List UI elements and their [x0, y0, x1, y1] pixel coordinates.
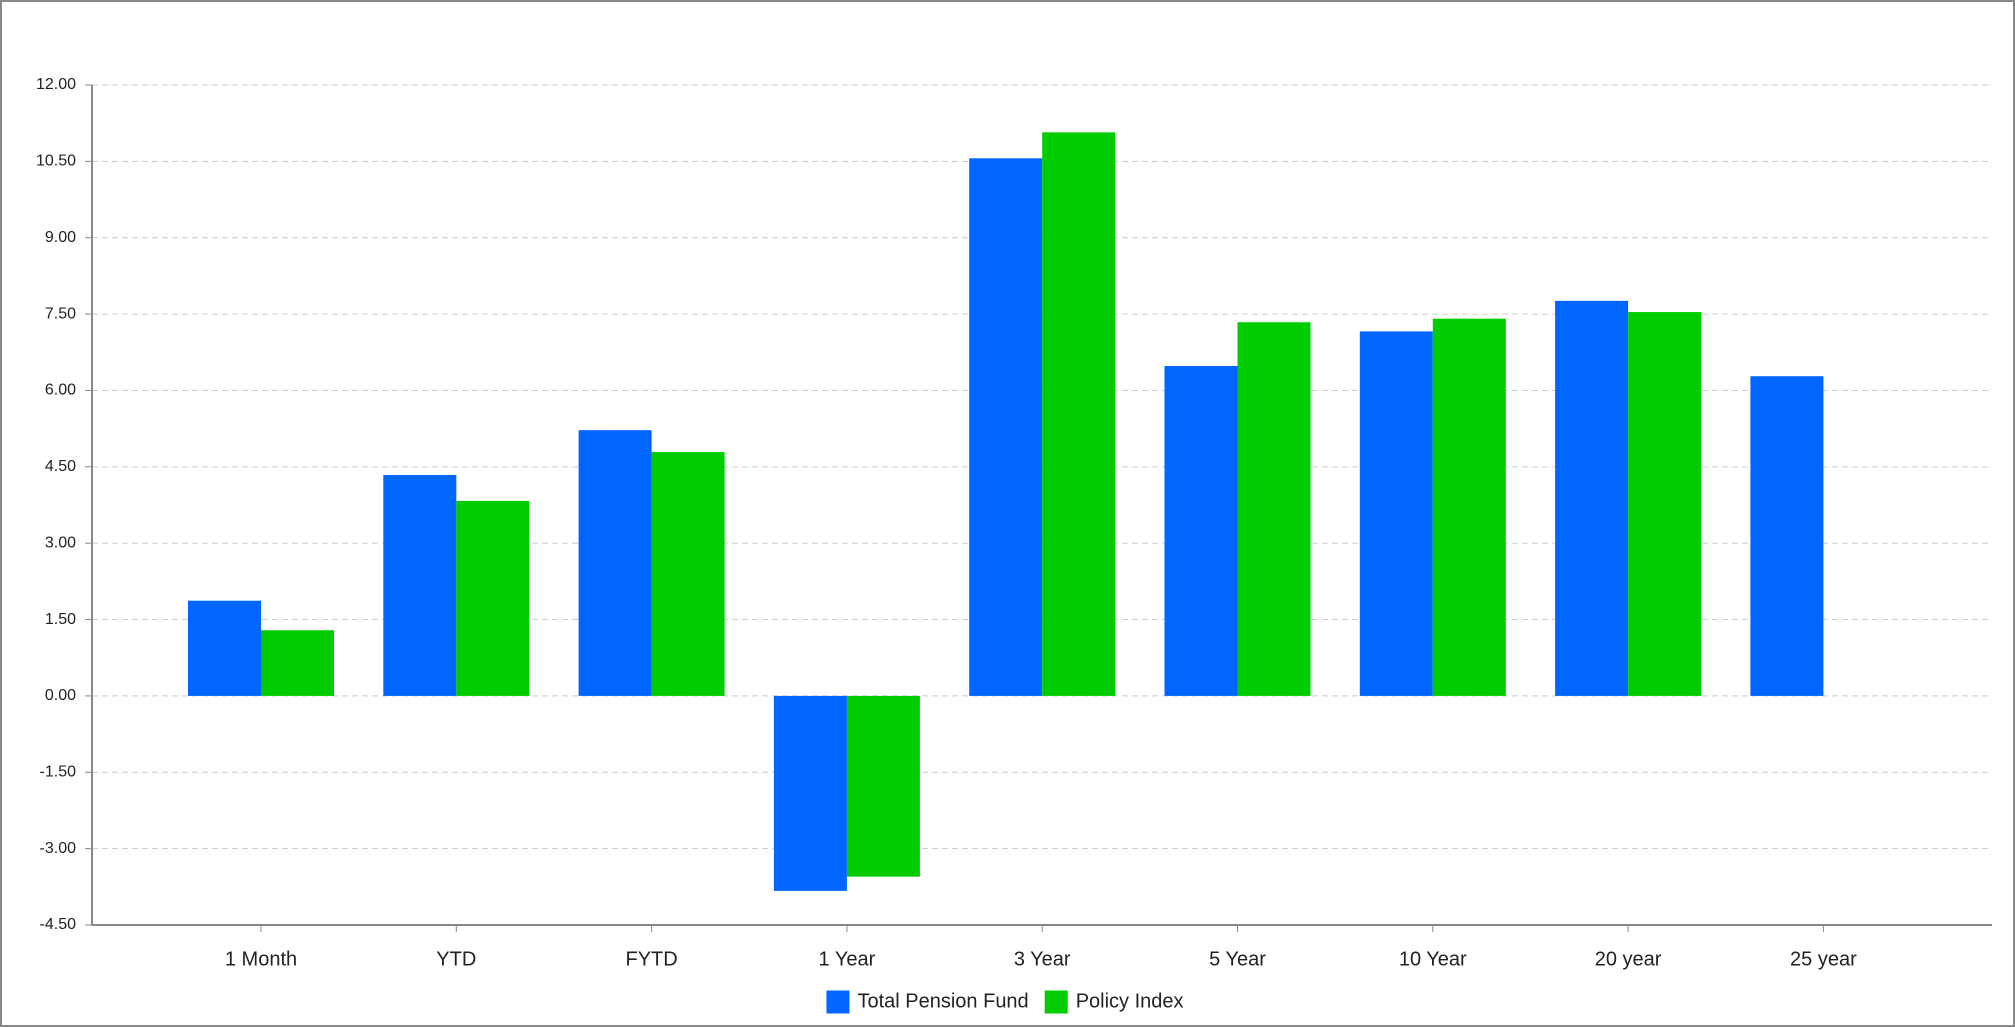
bar [1555, 300, 1629, 696]
legend-swatch [1044, 990, 1068, 1014]
bar [651, 452, 725, 696]
bar [578, 430, 652, 696]
bar [1359, 331, 1433, 696]
x-tick-label: 20 year [1595, 948, 1662, 970]
legend-label: Total Pension Fund [857, 990, 1028, 1012]
bar [261, 630, 334, 696]
bar [1628, 312, 1702, 696]
y-tick-label: 12.00 [36, 76, 76, 93]
x-tick-label: 3 Year [1014, 948, 1071, 970]
bar [969, 158, 1043, 696]
y-tick-label: 4.50 [45, 458, 76, 475]
y-tick-label: -4.50 [40, 916, 77, 933]
y-tick-label: 6.00 [45, 382, 76, 399]
x-tick-label: 1 Month [225, 948, 297, 970]
bar [1042, 132, 1116, 696]
x-tick-label: YTD [436, 948, 476, 970]
legend-label: Policy Index [1076, 990, 1184, 1012]
y-tick-label: 9.00 [45, 229, 76, 246]
x-tick-label: 10 Year [1399, 948, 1467, 970]
y-tick-label: 1.50 [45, 611, 76, 628]
y-tick-label: 10.50 [36, 153, 76, 170]
y-tick-label: 0.00 [45, 687, 76, 704]
y-tick-label: -1.50 [40, 763, 77, 780]
x-tick-label: 1 Year [819, 948, 876, 970]
y-tick-label: -3.00 [40, 840, 77, 857]
x-tick-label: 5 Year [1209, 948, 1266, 970]
bar [846, 695, 920, 877]
legend: Total Pension Fund Policy Index [826, 990, 1184, 1014]
bar [383, 474, 457, 696]
bar [1237, 322, 1311, 696]
bar [188, 600, 261, 696]
x-tick-label: FYTD [625, 948, 677, 970]
bar [1164, 366, 1238, 696]
x-tick-label: 25 year [1790, 948, 1857, 970]
bar [773, 695, 847, 891]
y-tick-label: 7.50 [45, 305, 76, 322]
bar [456, 500, 530, 696]
bar [1750, 376, 1824, 696]
bar [1432, 318, 1506, 696]
legend-swatch [826, 990, 850, 1014]
y-tick-label: 3.00 [45, 534, 76, 551]
